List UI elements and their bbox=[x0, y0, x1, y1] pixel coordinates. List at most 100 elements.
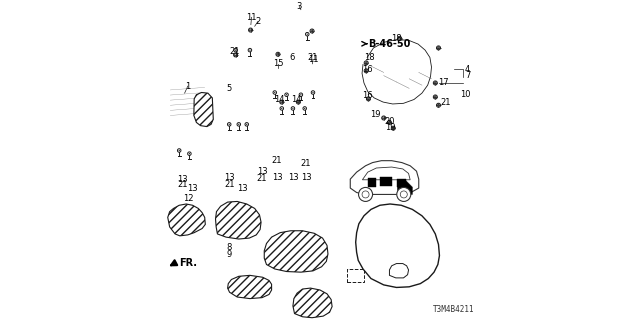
Text: 21: 21 bbox=[272, 156, 282, 164]
Text: 4: 4 bbox=[465, 65, 470, 74]
Circle shape bbox=[188, 152, 191, 156]
Text: 20: 20 bbox=[384, 117, 395, 126]
Text: 16: 16 bbox=[362, 91, 372, 100]
Text: 1: 1 bbox=[185, 82, 191, 91]
Polygon shape bbox=[397, 179, 406, 187]
Circle shape bbox=[276, 52, 280, 56]
Text: 7: 7 bbox=[465, 71, 470, 80]
Text: B-46-50: B-46-50 bbox=[369, 39, 411, 49]
Circle shape bbox=[179, 150, 180, 151]
Circle shape bbox=[280, 107, 284, 110]
Circle shape bbox=[238, 124, 239, 125]
Circle shape bbox=[234, 48, 237, 52]
Circle shape bbox=[189, 153, 190, 154]
Circle shape bbox=[397, 188, 411, 202]
Text: 13: 13 bbox=[188, 184, 198, 193]
Circle shape bbox=[311, 91, 315, 94]
Polygon shape bbox=[397, 181, 412, 195]
Text: 18: 18 bbox=[391, 34, 402, 43]
Circle shape bbox=[436, 103, 440, 107]
Polygon shape bbox=[194, 92, 213, 127]
Polygon shape bbox=[228, 275, 271, 299]
Text: 3: 3 bbox=[296, 2, 302, 11]
Text: 21: 21 bbox=[440, 98, 451, 107]
Circle shape bbox=[296, 100, 300, 104]
Text: 5: 5 bbox=[226, 84, 231, 93]
Circle shape bbox=[391, 126, 396, 130]
Circle shape bbox=[358, 188, 372, 202]
Polygon shape bbox=[356, 204, 440, 287]
Text: 17: 17 bbox=[438, 78, 449, 87]
Circle shape bbox=[273, 91, 276, 94]
Text: T3M4B4211: T3M4B4211 bbox=[433, 305, 474, 314]
Circle shape bbox=[274, 92, 275, 93]
Circle shape bbox=[305, 32, 309, 36]
Polygon shape bbox=[362, 167, 410, 180]
Circle shape bbox=[245, 123, 248, 126]
Text: 21: 21 bbox=[177, 180, 188, 189]
Text: 19: 19 bbox=[371, 110, 381, 119]
Polygon shape bbox=[368, 178, 376, 187]
Circle shape bbox=[246, 124, 248, 125]
Circle shape bbox=[285, 93, 288, 97]
Text: 18: 18 bbox=[364, 53, 374, 62]
Polygon shape bbox=[264, 231, 328, 272]
Text: 13: 13 bbox=[224, 173, 234, 182]
Circle shape bbox=[387, 120, 392, 124]
Text: 21: 21 bbox=[300, 159, 311, 168]
Text: 21: 21 bbox=[308, 53, 318, 62]
Circle shape bbox=[364, 61, 368, 65]
Text: 11: 11 bbox=[308, 55, 318, 64]
Circle shape bbox=[312, 92, 314, 93]
Circle shape bbox=[397, 36, 402, 40]
Circle shape bbox=[281, 108, 282, 109]
Text: 2: 2 bbox=[255, 17, 260, 26]
Polygon shape bbox=[380, 177, 392, 186]
Circle shape bbox=[291, 107, 294, 110]
Circle shape bbox=[381, 116, 386, 120]
Circle shape bbox=[280, 100, 284, 104]
Text: 19: 19 bbox=[385, 123, 396, 132]
Circle shape bbox=[300, 94, 301, 95]
Circle shape bbox=[299, 93, 303, 97]
Circle shape bbox=[235, 50, 236, 51]
Circle shape bbox=[228, 124, 230, 125]
Polygon shape bbox=[390, 264, 408, 278]
Circle shape bbox=[436, 46, 440, 50]
Circle shape bbox=[310, 29, 314, 33]
Circle shape bbox=[292, 108, 294, 109]
Text: 13: 13 bbox=[177, 175, 188, 184]
Circle shape bbox=[303, 107, 307, 110]
Circle shape bbox=[227, 123, 231, 126]
Text: 9: 9 bbox=[226, 250, 231, 259]
Text: 16: 16 bbox=[362, 65, 372, 74]
Text: 15: 15 bbox=[273, 59, 284, 68]
Circle shape bbox=[286, 94, 287, 95]
Text: 12: 12 bbox=[183, 194, 193, 203]
Text: 21: 21 bbox=[257, 174, 268, 183]
Polygon shape bbox=[350, 161, 419, 195]
Circle shape bbox=[433, 95, 437, 99]
Text: 10: 10 bbox=[460, 90, 470, 99]
Circle shape bbox=[177, 149, 181, 152]
Circle shape bbox=[307, 34, 308, 35]
Text: 21: 21 bbox=[224, 180, 234, 189]
Text: 13: 13 bbox=[289, 173, 299, 182]
Circle shape bbox=[433, 81, 437, 85]
Circle shape bbox=[234, 53, 237, 57]
Circle shape bbox=[248, 48, 252, 52]
Text: 6: 6 bbox=[289, 53, 295, 62]
Text: 21: 21 bbox=[230, 47, 240, 56]
Text: 8: 8 bbox=[226, 243, 232, 252]
Circle shape bbox=[364, 69, 368, 73]
Text: 13: 13 bbox=[301, 173, 312, 182]
Text: 14: 14 bbox=[274, 95, 284, 104]
Circle shape bbox=[367, 97, 371, 101]
Polygon shape bbox=[293, 288, 332, 318]
Text: 13: 13 bbox=[237, 184, 248, 193]
Text: 13: 13 bbox=[257, 167, 268, 176]
Text: 13: 13 bbox=[272, 173, 282, 182]
Text: 11: 11 bbox=[246, 13, 257, 22]
Text: 14: 14 bbox=[291, 95, 301, 104]
Circle shape bbox=[237, 123, 241, 126]
